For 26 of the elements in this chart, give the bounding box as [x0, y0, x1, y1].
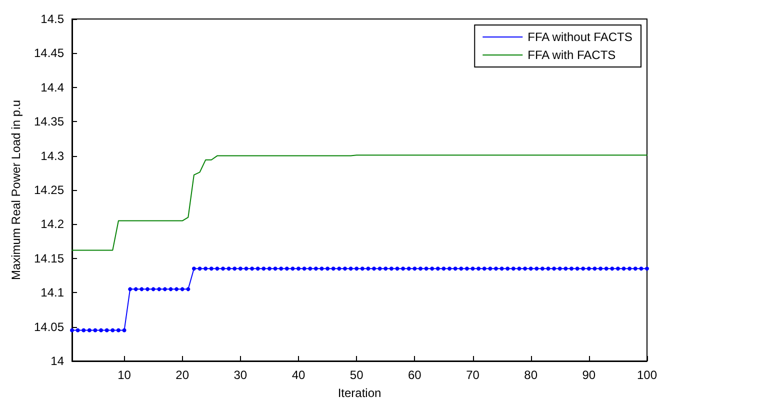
x-tick-label: 20 — [176, 368, 190, 382]
x-tick-label: 10 — [118, 368, 132, 382]
y-axis-title: Maximum Real Power Load in p.u — [9, 100, 23, 280]
legend-label: FFA without FACTS — [528, 30, 632, 44]
x-tick-label: 80 — [524, 368, 538, 382]
y-tick-label: 14.35 — [34, 114, 64, 129]
y-tick-label: 14.2 — [40, 217, 64, 232]
x-axis-title: Iteration — [338, 386, 382, 400]
legend-label: FFA with FACTS — [528, 48, 616, 62]
x-tick-label: 50 — [350, 368, 364, 382]
y-tick-label: 14.05 — [34, 320, 64, 334]
y-tick-label: 14 — [50, 354, 64, 368]
y-tick-label: 14.15 — [34, 251, 64, 266]
x-tick-label: 30 — [234, 368, 248, 382]
x-tick-label: 90 — [582, 368, 596, 382]
x-tick-label: 40 — [292, 368, 306, 382]
line-series — [72, 154, 648, 251]
x-tick-label: 100 — [636, 368, 658, 382]
y-tick-label: 14.3 — [40, 148, 64, 163]
y-tick-label: 14.4 — [40, 80, 64, 94]
y-tick-label: 14.5 — [40, 12, 64, 26]
y-tick-label: 14.45 — [34, 46, 64, 60]
y-tick-label: 14.1 — [40, 286, 64, 300]
x-tick-label: 70 — [466, 368, 480, 382]
x-tick-label: 60 — [408, 368, 422, 382]
y-tick-label: 14.25 — [34, 183, 64, 197]
